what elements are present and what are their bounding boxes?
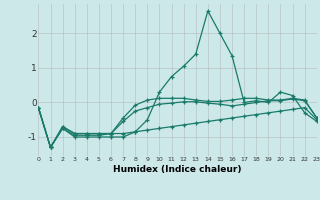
- X-axis label: Humidex (Indice chaleur): Humidex (Indice chaleur): [113, 165, 242, 174]
